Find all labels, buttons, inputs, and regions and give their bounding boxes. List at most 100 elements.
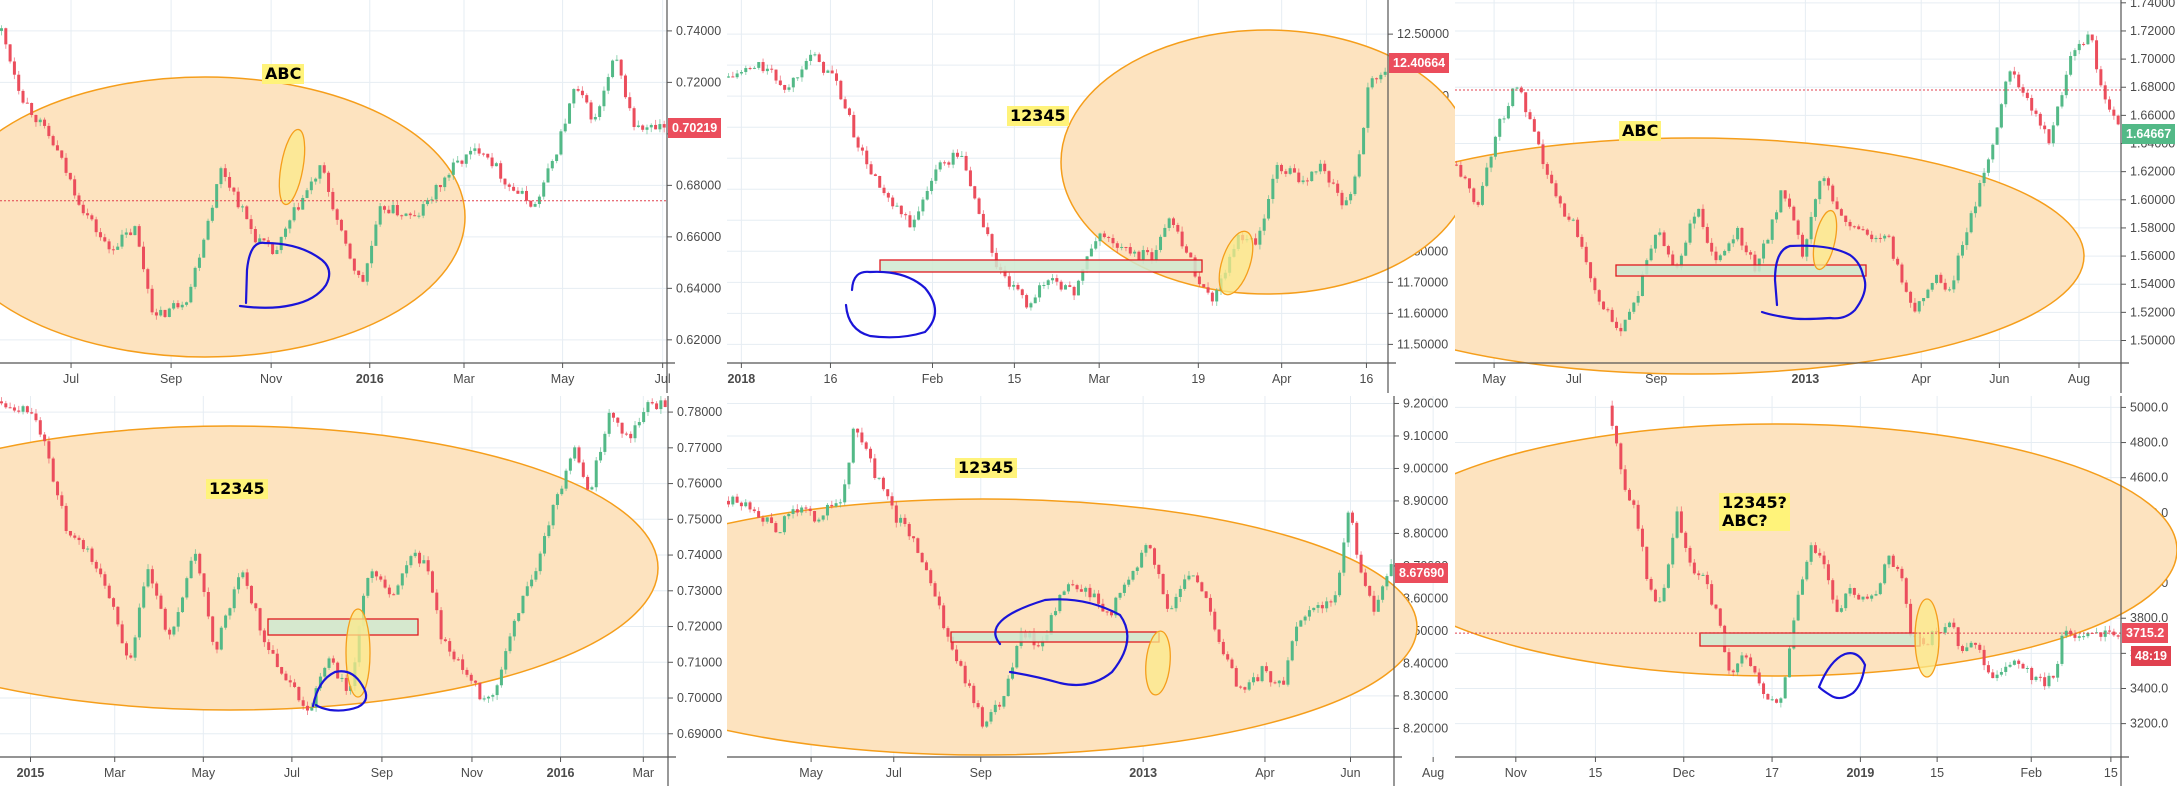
price-axis-label: 1.54000 [2130,277,2175,291]
price-axis-label: 0.72000 [676,75,721,89]
time-axis-label: 2015 [17,766,45,780]
time-axis-label: Mar [633,766,655,780]
highlight-ellipse [1218,230,1254,296]
price-axis-label: 8.20000 [1403,721,1448,735]
time-axis-label: Sep [371,766,393,780]
support-zone-rectangle [1615,264,1867,277]
price-axis-label: 12.50000 [1397,27,1449,41]
chart-panel-bottom-right[interactable]: 5000.04800.04600.04400.04200.04000.03800… [1455,396,2177,786]
last-price-tag: 1.64667 [2122,124,2176,145]
highlight-ellipse [345,608,371,698]
annotation-note[interactable]: 12345 [1007,106,1069,126]
price-axis-label: 8.30000 [1403,689,1448,703]
annotation-note[interactable]: ABC [1619,121,1662,141]
price-axis-label: 1.68000 [2130,80,2175,94]
time-axis-label: 2013 [1791,372,1819,386]
time-axis-label: 2013 [1129,766,1157,780]
price-axis-label: 0.73000 [677,584,722,598]
price-axis-label: 11.50000 [1397,337,1448,351]
annotation-note[interactable]: ABC [262,64,305,84]
price-axis-label: 5000.0 [2130,400,2168,414]
time-axis-label: Sep [1645,372,1667,386]
price-axis-label: 8.90000 [1403,494,1448,508]
price-axis-label: 9.20000 [1403,396,1448,410]
time-axis-label: Nov [461,766,484,780]
chart-panel-bottom-middle[interactable]: 9.200009.100009.000008.900008.800008.700… [727,396,1455,786]
price-axis-label: 9.00000 [1403,461,1448,475]
time-axis-label: Feb [922,372,944,386]
time-axis-label: Jul [1566,372,1582,386]
hand-drawn-circle [1760,244,1867,321]
last-price-tag: 12.40664 [1389,53,1450,74]
time-axis-label: 15 [1007,372,1021,386]
highlight-ellipse [278,128,306,206]
time-axis-label: Dec [1673,766,1695,780]
price-axis-label: 8.60000 [1403,591,1448,605]
price-axis-label: 1.72000 [2130,24,2175,38]
time-axis-label: Sep [160,372,182,386]
candlestick-chart[interactable]: 5000.04800.04600.04400.04200.04000.03800… [1455,396,2177,786]
price-axis-label: 0.78000 [677,405,722,419]
time-axis-label: Jul [886,766,902,780]
hand-drawn-circle [311,670,368,712]
price-axis-label: 0.74000 [676,24,721,38]
time-axis-label: 2018 [727,372,755,386]
time-axis-label: Apr [1272,372,1291,386]
chart-panel-top-middle[interactable]: 12.5000012.4000012.3000012.2000012.10000… [727,0,1455,393]
highlight-ellipse [1812,209,1838,271]
price-axis-label: 1.62000 [2130,165,2175,179]
time-axis-label: Mar [453,372,475,386]
time-axis-label: Nov [1505,766,1528,780]
support-zone-rectangle [267,618,419,636]
candlestick-chart[interactable]: 9.200009.100009.000008.900008.800008.700… [727,396,1455,786]
price-axis-label: 0.70000 [677,691,722,705]
ellipse-drawing [0,425,659,711]
annotation-note[interactable]: 12345 [206,479,268,499]
annotation-note[interactable]: 12345 [955,458,1017,478]
time-axis-label: Nov [260,372,283,386]
price-axis-label: 8.80000 [1403,526,1448,540]
candlestick-chart[interactable]: 0.78000 0.77000 0.76000 0.75000 0.74000 0.730… [0,396,727,786]
time-axis-label: Jun [1989,372,2009,386]
price-axis-label: 0.74000 [677,548,722,562]
time-axis-label: May [1482,372,1506,386]
hand-drawn-circle [994,598,1129,687]
price-axis-label: 1.56000 [2130,249,2175,263]
time-axis-label: Jun [1340,766,1360,780]
time-axis-label: Apr [1255,766,1274,780]
time-axis-label: Jul [655,372,671,386]
time-axis-label: May [799,766,823,780]
time-axis-label: Feb [2020,766,2042,780]
price-axis-label: 3400.0 [2130,681,2168,695]
chart-panel-bottom-left[interactable]: 0.78000 0.77000 0.76000 0.75000 0.74000 0.730… [0,396,727,786]
time-axis-label: 17 [1765,766,1779,780]
price-axis-label: 1.58000 [2130,221,2175,235]
price-axis-label: 1.66000 [2130,108,2175,122]
price-axis-label: 3800.0 [2130,611,2168,625]
candlestick-chart[interactable]: 0.740000.720000.700000.680000.660000.640… [0,0,727,393]
chart-panel-top-right[interactable]: 1.740001.720001.700001.680001.660001.640… [1455,0,2177,393]
highlight-ellipse [1145,630,1171,696]
price-axis-label: 9.10000 [1403,429,1448,443]
candlestick-chart[interactable]: 1.740001.720001.700001.680001.660001.640… [1455,0,2177,393]
time-axis-label: 15 [1588,766,1602,780]
price-axis-label: 1.52000 [2130,305,2175,319]
price-axis-label: 0.76000 [677,477,722,491]
time-axis-label: Apr [1911,372,1930,386]
ellipse-drawing [0,76,466,358]
ellipse-drawing [1455,137,2085,375]
price-axis-label: 8.40000 [1403,656,1448,670]
support-zone-rectangle [879,259,1203,273]
time-axis-label: 16 [1359,372,1373,386]
price-axis-label: 4800.0 [2130,436,2168,450]
support-zone-rectangle [1699,632,1921,647]
time-axis-label: 15 [1930,766,1944,780]
price-axis-label: 0.64000 [676,281,721,295]
price-axis-label: 11.60000 [1397,306,1448,320]
price-axis-label: 0.71000 [677,655,722,669]
time-axis-label: Sep [970,766,992,780]
chart-panel-top-left[interactable]: 0.740000.720000.700000.680000.660000.640… [0,0,727,393]
ellipse-drawing [1060,29,1455,295]
annotation-note[interactable]: 12345? ABC? [1719,493,1790,531]
candlestick-chart[interactable]: 12.5000012.4000012.3000012.2000012.10000… [727,0,1455,393]
